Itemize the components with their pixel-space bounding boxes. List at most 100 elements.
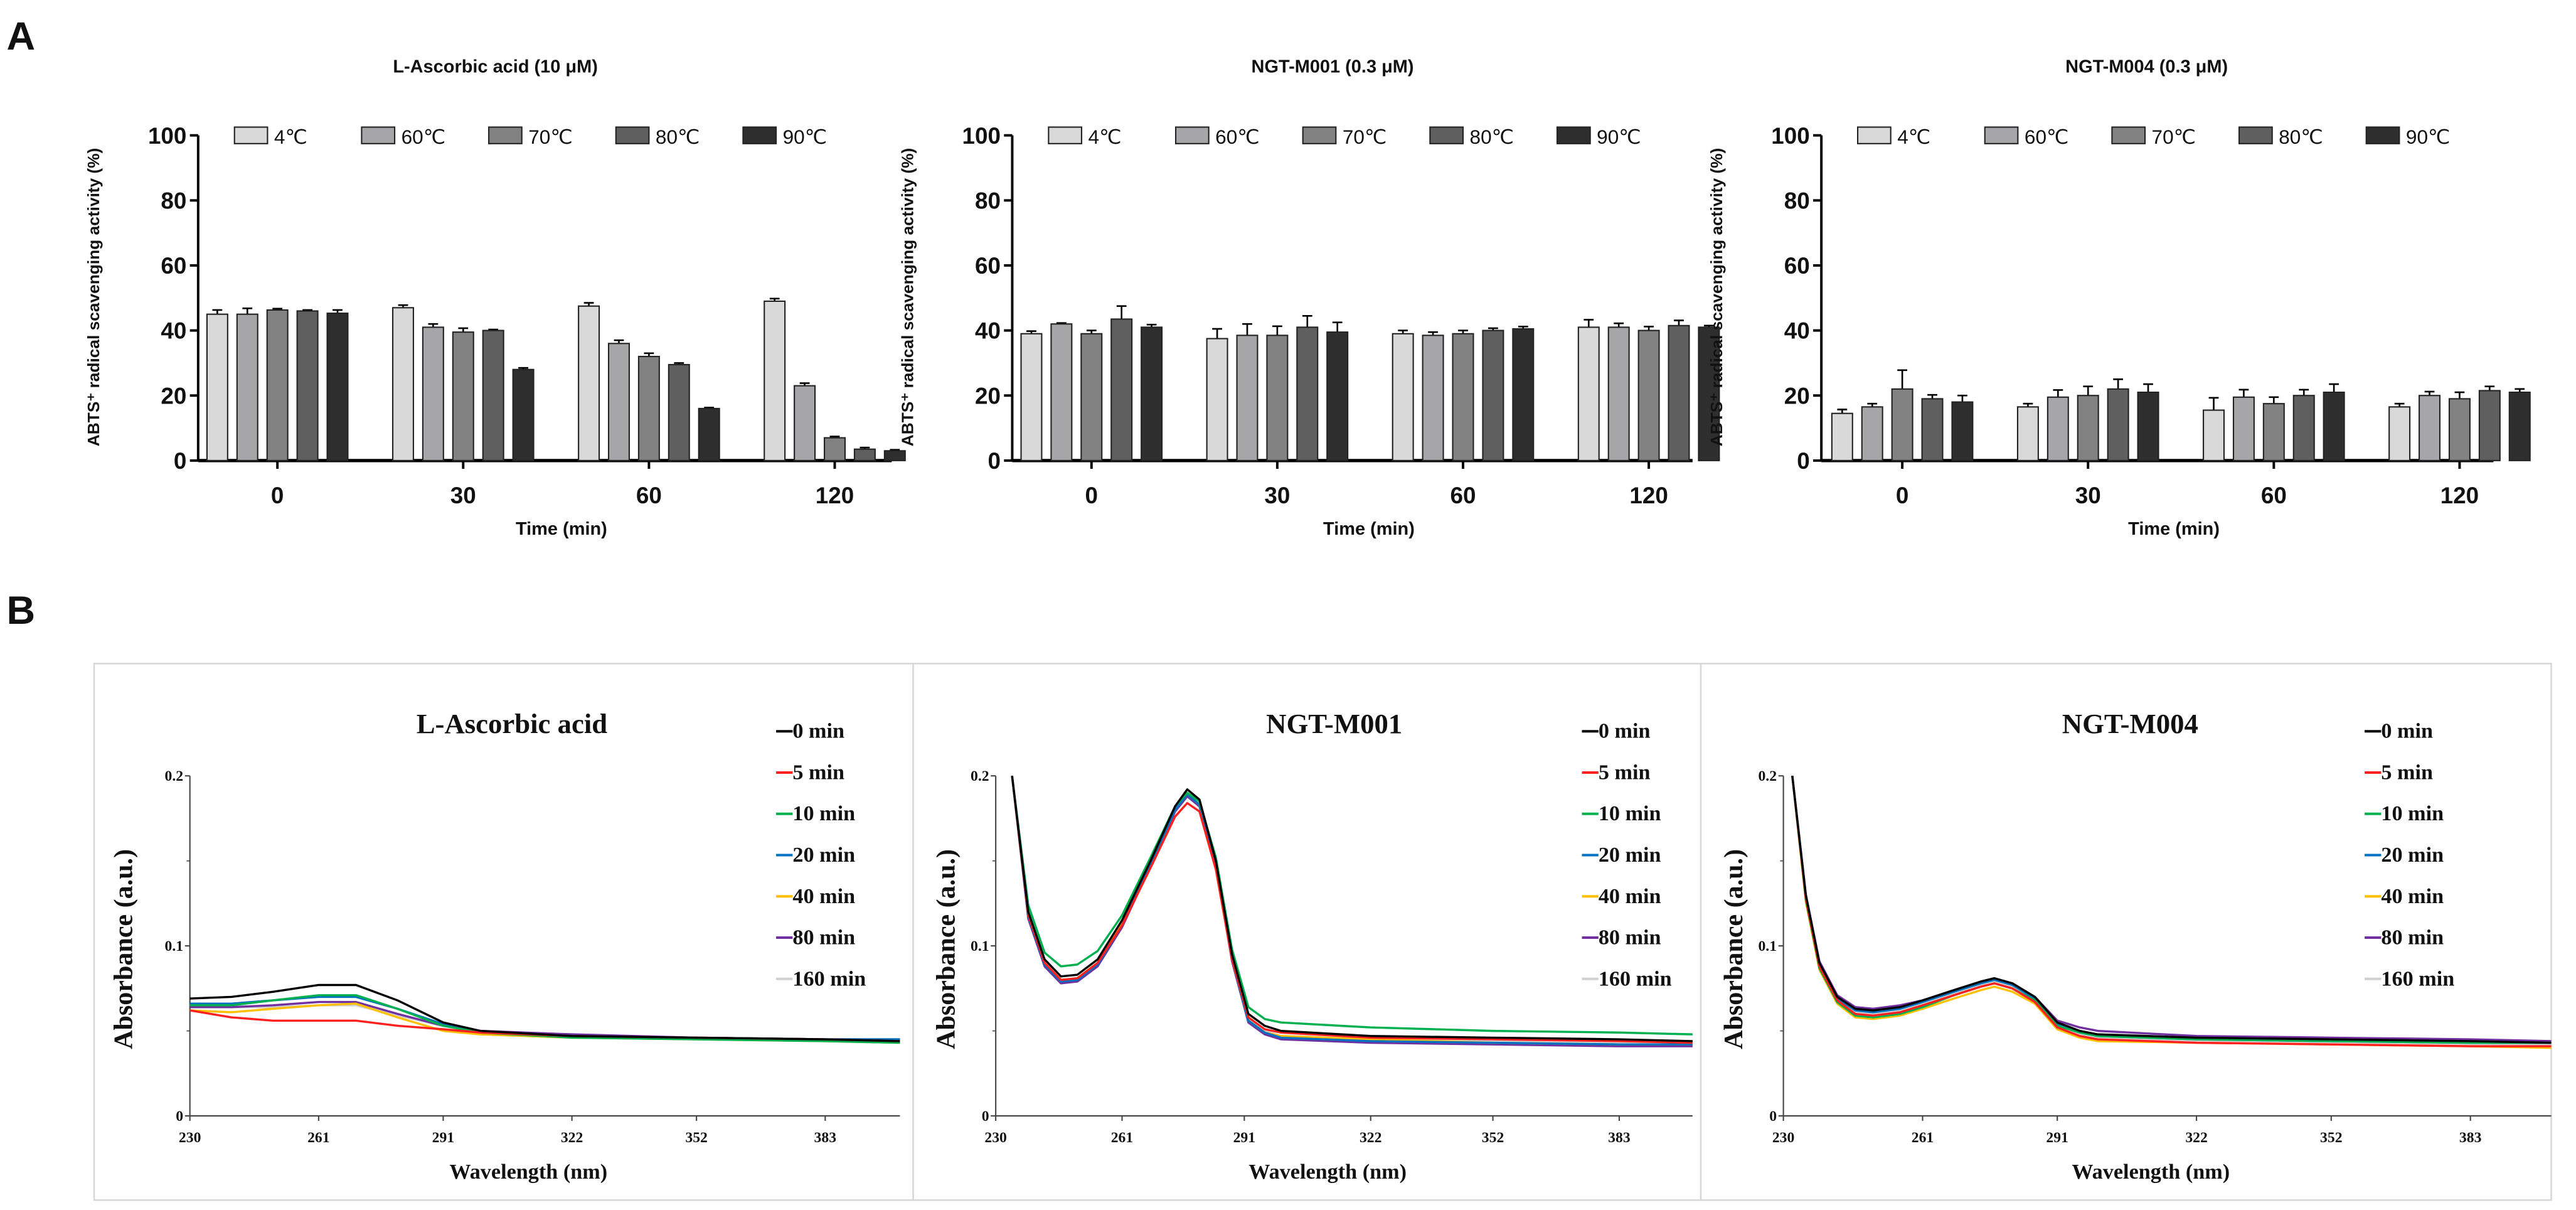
- y-tick-label: 80: [1784, 188, 1810, 213]
- bar-90℃-120: [2508, 391, 2531, 461]
- bar-4℃-0: [206, 313, 228, 461]
- x-tick-label: 30: [450, 483, 476, 508]
- bar-60℃-0: [1861, 406, 1883, 461]
- legend-swatch: [1556, 126, 1591, 144]
- y-axis-label: Absorbance (a.u.): [1719, 849, 1748, 1049]
- y-tick-label: 0.2: [1758, 768, 1777, 784]
- chart-title: NGT-M004: [2062, 708, 2198, 739]
- bar-70℃-120: [823, 437, 846, 461]
- x-tick-label: 60: [2261, 483, 2287, 508]
- y-tick-label: 0.1: [1758, 938, 1777, 955]
- chart-0: L-Ascorbic acid (10 μM) ABTS⁺ radical sca…: [84, 57, 906, 539]
- panel-b-frame: [93, 663, 2552, 1201]
- bar-4℃-60: [1392, 333, 1414, 461]
- bar-60℃-30: [1236, 335, 1259, 461]
- legend-swatch: [742, 126, 777, 144]
- x-tick-label: 322: [561, 1130, 583, 1146]
- legend-label: 10 min: [792, 802, 855, 825]
- series-line-40-min: [1011, 776, 1693, 1046]
- series-line-10-min: [1011, 776, 1693, 1036]
- chart-title: L-Ascorbic acid: [417, 708, 608, 739]
- bar-60℃-60: [1422, 335, 1444, 461]
- bar-80℃-60: [668, 363, 690, 461]
- chart-2: NGT-M004 (0.3 μM) ABTS⁺ radical scavengin…: [1707, 57, 2531, 539]
- bar-4℃-120: [764, 300, 786, 461]
- bar-70℃-120: [2448, 398, 2471, 461]
- x-axis-label: Time (min): [1323, 519, 1415, 539]
- bar-60℃-60: [2232, 396, 2255, 461]
- legend-label: 80℃: [2279, 126, 2323, 148]
- x-tick-label: 322: [2185, 1130, 2208, 1146]
- bar-70℃-120: [1637, 329, 1660, 461]
- y-axis-label: ABTS⁺ radical scavenging activity (%): [898, 148, 917, 447]
- legend-label: 60℃: [402, 126, 446, 148]
- x-tick-label: 230: [1772, 1130, 1795, 1146]
- series-line-10-min: [189, 994, 900, 1044]
- y-tick-label: 0.2: [971, 768, 989, 784]
- chart-4: NGT-M001 Absorbance (a.u.) Wavelength (nm)…: [931, 708, 1693, 1184]
- y-tick-label: 60: [161, 253, 186, 279]
- x-axis-label: Wavelength (nm): [2072, 1160, 2230, 1184]
- chart-title: NGT-M001: [1266, 708, 1402, 739]
- bar-4℃-120: [2388, 406, 2411, 461]
- legend-swatch: [1857, 126, 1892, 144]
- bar-4℃-30: [391, 307, 414, 461]
- bar-80℃-0: [296, 310, 319, 461]
- legend-label: 160 min: [2381, 967, 2454, 990]
- x-tick-label: 0: [1896, 483, 1908, 508]
- legend-swatch: [1174, 126, 1210, 144]
- legend-swatch: [1429, 126, 1464, 144]
- x-tick-label: 352: [2320, 1130, 2343, 1146]
- x-axis-label: Wavelength (nm): [449, 1160, 607, 1184]
- legend-label: 40 min: [2381, 885, 2444, 908]
- legend-swatch: [1984, 126, 2019, 144]
- x-tick-label: 352: [685, 1130, 708, 1146]
- chart-title: NGT-M004 (0.3 μM): [2065, 57, 2228, 77]
- legend-label: 80℃: [656, 126, 700, 148]
- x-tick-label: 60: [636, 483, 662, 508]
- bar-80℃-0: [1110, 318, 1133, 461]
- legend-label: 5 min: [1599, 761, 1651, 784]
- y-tick-label: 0: [988, 448, 1001, 474]
- y-axis-label: Absorbance (a.u.): [931, 849, 961, 1049]
- x-axis-label: Time (min): [2128, 519, 2220, 539]
- legend-label: 0 min: [1599, 720, 1651, 743]
- bar-4℃-30: [1206, 338, 1228, 461]
- chart-1: NGT-M001 (0.3 μM) ABTS⁺ radical scavengin…: [898, 57, 1720, 539]
- legend-label: 160 min: [792, 967, 866, 990]
- x-tick-label: 261: [307, 1130, 330, 1146]
- y-tick-label: 60: [1784, 253, 1810, 279]
- bar-90℃-30: [512, 368, 535, 461]
- x-tick-label: 383: [2459, 1130, 2482, 1146]
- x-tick-label: 230: [179, 1130, 201, 1146]
- bar-90℃-120: [1698, 326, 1720, 461]
- bar-70℃-0: [1891, 388, 1913, 461]
- bar-80℃-0: [1921, 398, 1944, 461]
- y-tick-label: 60: [975, 253, 1001, 279]
- bar-80℃-60: [2292, 395, 2315, 461]
- legend-label: 90℃: [783, 126, 828, 148]
- panel-label-a: A: [7, 14, 36, 58]
- legend-label: 5 min: [2381, 761, 2433, 784]
- y-tick-label: 100: [148, 123, 186, 149]
- bar-80℃-30: [2107, 388, 2129, 461]
- series-line-160-min: [1011, 776, 1693, 1044]
- legend-swatch: [361, 126, 396, 144]
- legend-label: 80℃: [1470, 126, 1514, 148]
- bar-90℃-60: [1512, 328, 1535, 461]
- legend-label: 20 min: [792, 843, 855, 867]
- bar-80℃-60: [1482, 329, 1504, 461]
- y-tick-label: 0: [176, 1108, 183, 1125]
- bar-70℃-60: [2262, 403, 2285, 461]
- x-tick-label: 261: [1912, 1130, 1934, 1146]
- bar-80℃-120: [853, 448, 876, 461]
- legend-swatch: [2238, 126, 2273, 144]
- charts-layer: L-Ascorbic acid (10 μM) ABTS⁺ radical sca…: [84, 57, 2552, 1201]
- x-tick-label: 60: [1450, 483, 1476, 508]
- y-tick-label: 0: [982, 1108, 989, 1125]
- bar-90℃-30: [2137, 391, 2159, 461]
- bar-70℃-60: [1452, 333, 1474, 461]
- legend-label: 70℃: [2152, 126, 2196, 148]
- legend-label: 20 min: [1599, 843, 1661, 867]
